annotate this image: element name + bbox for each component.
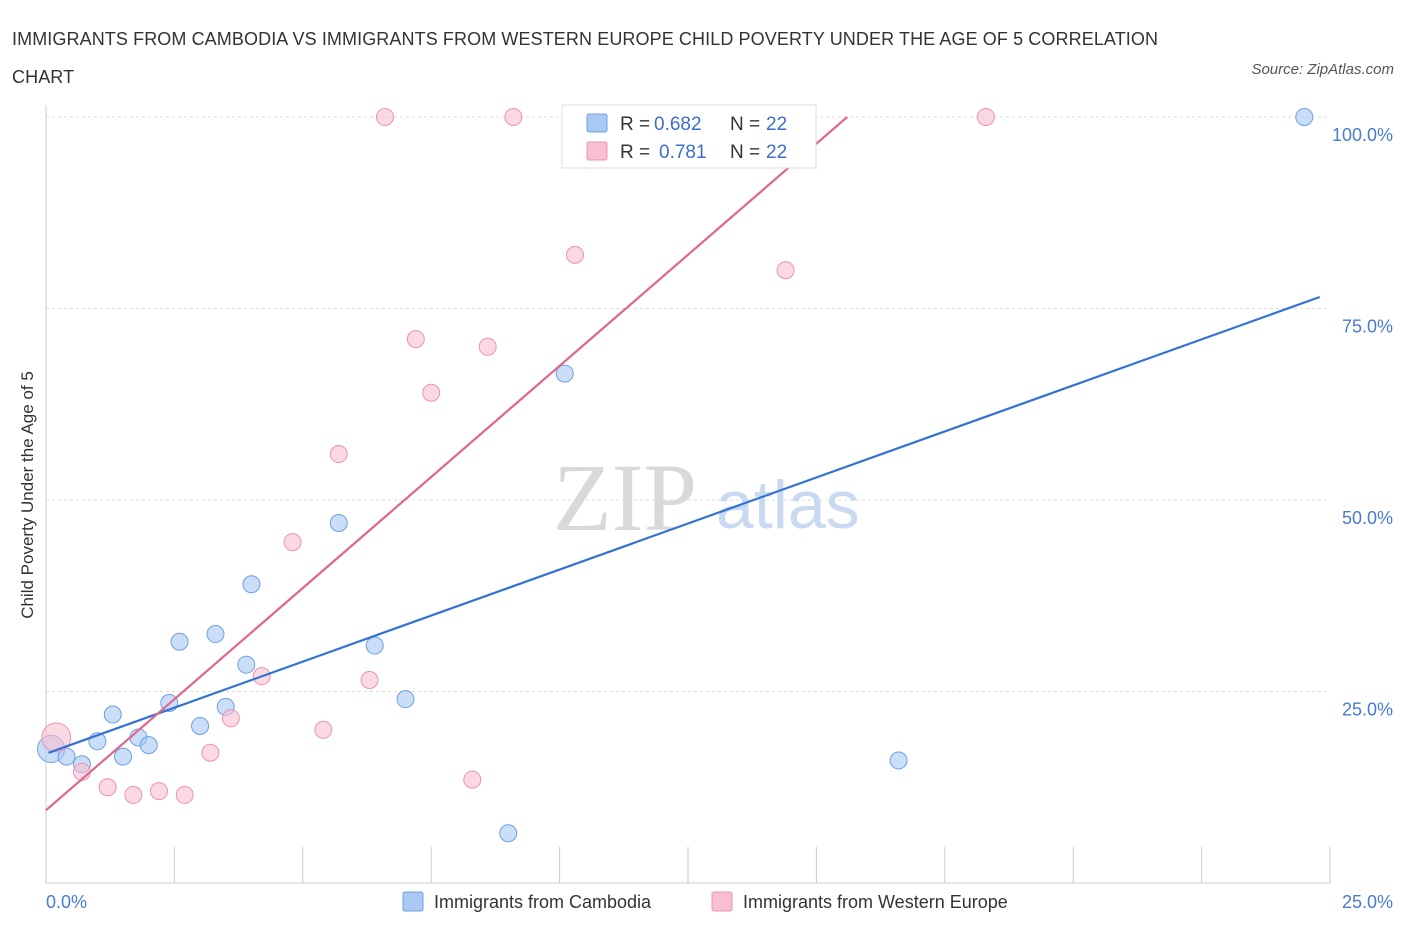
point-weurope — [504, 108, 523, 126]
point-weurope — [776, 261, 795, 280]
watermark: ZIP atlas — [553, 444, 860, 551]
point-weurope — [406, 330, 425, 349]
point-weurope — [149, 782, 168, 801]
stats-swatch-weurope — [586, 141, 608, 161]
stats-r-value-weurope: 0.781 — [659, 142, 707, 163]
gridlines — [46, 116, 1330, 692]
point-weurope — [221, 709, 240, 728]
point-weurope — [360, 671, 379, 690]
tick-labels: 25.0% 50.0% 75.0% 100.0% 0.0% 25.0% — [46, 125, 1393, 912]
data-points — [37, 108, 1314, 843]
point-cambodia — [329, 513, 348, 532]
chart-title: IMMIGRANTS FROM CAMBODIA VS IMMIGRANTS F… — [12, 29, 1159, 87]
point-weurope — [283, 533, 302, 552]
legend-label-weurope: Immigrants from Western Europe — [743, 892, 1008, 912]
point-cambodia — [170, 632, 189, 651]
x-tick-label-min: 0.0% — [46, 892, 87, 912]
stats-r-label-weurope: R = — [620, 142, 650, 163]
y-tick-label: 75.0% — [1342, 317, 1393, 337]
stats-n-label-cambodia: N = — [730, 114, 760, 135]
point-weurope — [478, 337, 497, 356]
stats-n-value-weurope: 22 — [766, 142, 787, 163]
point-weurope — [566, 245, 585, 264]
trend-line-cambodia — [48, 295, 1321, 754]
point-cambodia — [242, 575, 261, 594]
legend-label-cambodia: Immigrants from Cambodia — [434, 892, 652, 912]
stats-n-label-weurope: N = — [730, 142, 760, 163]
point-weurope — [98, 778, 117, 797]
stats-r-label-cambodia: R = — [620, 114, 650, 135]
legend-swatch-cambodia — [402, 891, 424, 912]
source-label: Source: ZipAtlas.com — [1251, 61, 1394, 78]
watermark-zip: ZIP — [553, 444, 697, 551]
point-cambodia — [365, 636, 384, 655]
point-weurope — [175, 785, 194, 804]
point-weurope — [329, 445, 348, 464]
trend-line-weurope — [45, 116, 848, 812]
point-cambodia — [237, 655, 256, 674]
point-cambodia — [206, 625, 225, 644]
point-weurope — [41, 722, 72, 753]
point-weurope — [463, 770, 482, 789]
point-weurope — [422, 383, 441, 402]
point-weurope — [124, 785, 143, 804]
y-tick-label: 25.0% — [1342, 700, 1393, 720]
point-cambodia — [139, 736, 158, 755]
stats-swatch-cambodia — [586, 113, 608, 133]
point-cambodia — [396, 690, 415, 709]
point-cambodia — [191, 716, 210, 735]
point-cambodia — [1295, 108, 1314, 126]
point-weurope — [375, 108, 394, 126]
point-cambodia — [114, 747, 133, 766]
point-cambodia — [555, 364, 574, 383]
trend-lines — [45, 116, 1321, 812]
stats-n-value-cambodia: 22 — [766, 114, 787, 135]
y-tick-label: 50.0% — [1342, 508, 1393, 528]
y-tick-label: 100.0% — [1332, 125, 1393, 145]
point-weurope — [976, 108, 995, 126]
point-weurope — [201, 743, 220, 762]
point-weurope — [314, 720, 333, 739]
legend: Immigrants from Cambodia Immigrants from… — [402, 891, 1008, 912]
legend-swatch-weurope — [711, 891, 733, 912]
point-cambodia — [103, 705, 122, 724]
stats-r-value-cambodia: 0.682 — [654, 114, 702, 135]
x-tick-label-max: 25.0% — [1342, 892, 1393, 912]
point-cambodia — [499, 824, 518, 843]
point-cambodia — [889, 751, 908, 770]
stats-box: R = 0.682 N = 22 R = 0.781 N = 22 — [561, 104, 817, 169]
